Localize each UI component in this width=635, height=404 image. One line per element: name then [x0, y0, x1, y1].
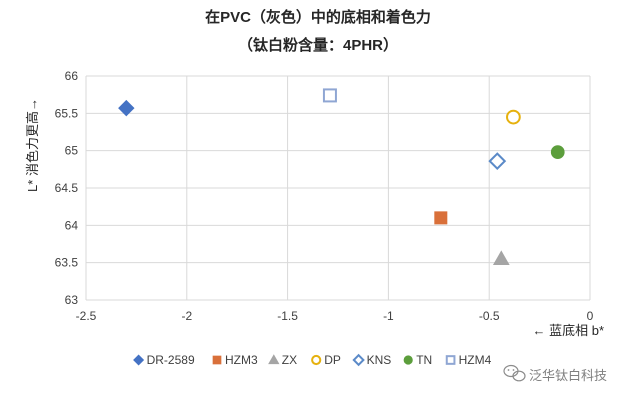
chart-subtitle: （钛白粉含量：4PHR） — [238, 36, 398, 54]
legend-item: ZX — [268, 353, 297, 367]
chart-title: 在PVC（灰色）中的底相和着色力 — [205, 8, 431, 26]
legend-label: TN — [416, 353, 432, 367]
y-tick-label: 65.5 — [55, 106, 79, 120]
watermark: 泛华钛白科技 — [503, 364, 607, 383]
y-tick-label: 64 — [65, 218, 79, 232]
data-point-kns — [488, 152, 507, 171]
x-tick-label: -2.5 — [76, 309, 97, 323]
legend-item: HZM4 — [445, 353, 492, 367]
legend-marker — [133, 354, 145, 366]
legend-marker — [403, 355, 413, 365]
data-point-dr-2589 — [118, 99, 135, 117]
x-axis-title: ← 蓝底相 b* — [532, 323, 604, 338]
y-axis-title: L* 消色力更高→ — [25, 98, 40, 192]
legend-item: TN — [403, 353, 432, 367]
y-tick-label: 65 — [65, 144, 79, 158]
data-point-dp — [506, 109, 521, 125]
legend: DR-2589 HZM3 ZX DP KNS TN HZM4 — [133, 353, 492, 367]
wechat-icon — [503, 364, 526, 382]
y-tick-label: 64.5 — [55, 181, 79, 195]
legend-label: HZM3 — [225, 353, 258, 367]
x-tick-label: -2 — [181, 309, 192, 323]
legend-item: DP — [311, 353, 341, 367]
legend-label: KNS — [367, 353, 392, 367]
y-tick-label: 66 — [65, 69, 79, 83]
gridlines — [85, 75, 591, 301]
legend-marker — [445, 355, 456, 365]
legend-label: DR-2589 — [147, 353, 195, 367]
legend-label: ZX — [282, 353, 297, 367]
legend-marker — [311, 354, 322, 366]
x-tick-label: -0.5 — [479, 309, 500, 323]
data-point-zx — [492, 250, 510, 266]
x-tick-label: 0 — [587, 309, 594, 323]
legend-label: DP — [324, 353, 341, 367]
y-tick-label: 63.5 — [55, 256, 79, 270]
data-points — [118, 88, 565, 266]
legend-item: DR-2589 — [133, 353, 195, 367]
x-tick-label: -1 — [383, 309, 394, 323]
y-tick-label: 63 — [65, 293, 79, 307]
legend-marker — [352, 353, 365, 367]
legend-marker — [212, 355, 222, 365]
x-tick-labels: -2.5 -2 -1.5 -1 -0.5 0 — [76, 309, 594, 323]
legend-marker — [268, 354, 280, 365]
legend-item: KNS — [352, 353, 392, 367]
data-point-hzm3 — [434, 211, 448, 225]
watermark-text: 泛华钛白科技 — [529, 368, 607, 383]
data-point-tn — [550, 145, 565, 160]
legend-item: HZM3 — [212, 353, 258, 367]
data-point-hzm4 — [322, 88, 337, 103]
legend-label: HZM4 — [459, 353, 492, 367]
y-tick-labels: 63 63.5 64 64.5 65 65.5 66 — [55, 69, 79, 307]
x-tick-label: -1.5 — [277, 309, 298, 323]
